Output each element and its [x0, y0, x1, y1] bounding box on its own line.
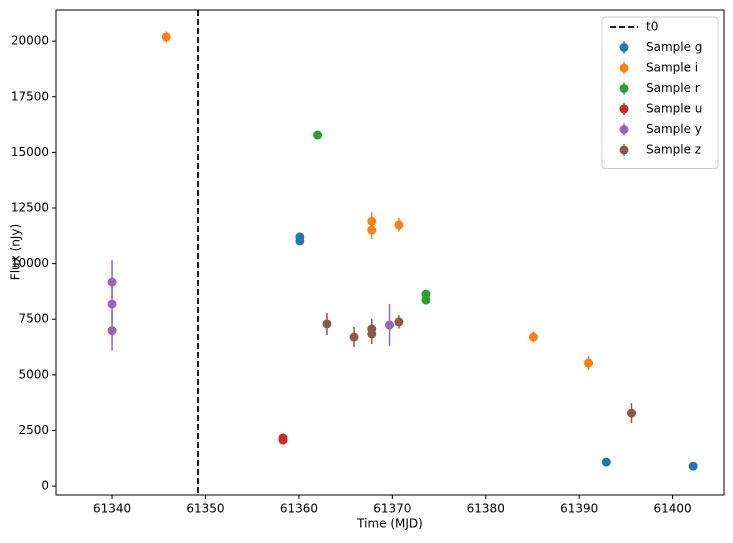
legend-swatch — [619, 63, 629, 73]
y-tick-label: 7500 — [18, 312, 49, 326]
y-tick-label: 17500 — [11, 89, 49, 103]
legend-label: Sample u — [646, 102, 702, 116]
data-point — [688, 461, 698, 471]
data-point — [161, 32, 171, 42]
legend-label: Sample y — [646, 122, 702, 136]
legend-label: Sample r — [646, 81, 700, 95]
y-axis-label: Flux (nJy) — [9, 224, 23, 280]
data-point — [107, 326, 117, 336]
legend: t0 Sample g Sample i Sample r Sample u Sample… — [601, 16, 719, 169]
data-point — [295, 236, 305, 246]
data-point — [278, 435, 288, 445]
x-tick-label: 61400 — [654, 502, 692, 516]
data-point — [367, 225, 377, 235]
data-point — [107, 277, 117, 287]
data-point — [394, 317, 404, 327]
y-tick-label: 2500 — [18, 423, 49, 437]
plot-frame — [55, 9, 725, 496]
data-point — [528, 332, 538, 342]
data-point — [601, 457, 611, 467]
data-point — [394, 220, 404, 230]
legend-swatch — [619, 145, 629, 155]
data-point — [313, 130, 323, 140]
legend-swatch — [619, 104, 629, 114]
x-tick-label: 61380 — [467, 502, 505, 516]
legend-label: Sample g — [646, 40, 702, 54]
data-point — [349, 332, 359, 342]
x-axis-label: Time (MJD) — [356, 517, 423, 531]
data-point — [322, 319, 332, 329]
data-point — [385, 320, 395, 330]
y-tick-label: 20000 — [11, 34, 49, 48]
legend-swatch — [619, 84, 629, 93]
legend-label: Sample z — [646, 143, 701, 157]
legend-box — [601, 16, 719, 169]
y-tick-label: 0 — [41, 479, 49, 493]
x-tick-label: 61360 — [280, 502, 318, 516]
data-point — [421, 295, 431, 305]
x-tick-label: 61350 — [186, 502, 224, 516]
legend-label: t0 — [646, 20, 658, 34]
y-tick-label: 15000 — [11, 145, 49, 159]
y-tick-label: 5000 — [18, 367, 49, 381]
y-tick-label: 10000 — [11, 256, 49, 270]
legend-swatch — [619, 125, 629, 134]
y-tick-label: 12500 — [11, 201, 49, 215]
x-tick-label: 61340 — [93, 502, 131, 516]
data-point — [367, 329, 377, 339]
data-point — [107, 299, 117, 309]
legend-label: Sample i — [646, 61, 698, 75]
legend-swatch — [619, 43, 629, 52]
x-tick-label: 61390 — [560, 502, 598, 516]
data-point — [584, 358, 594, 368]
x-tick-label: 61370 — [373, 502, 411, 516]
data-point — [627, 408, 637, 418]
